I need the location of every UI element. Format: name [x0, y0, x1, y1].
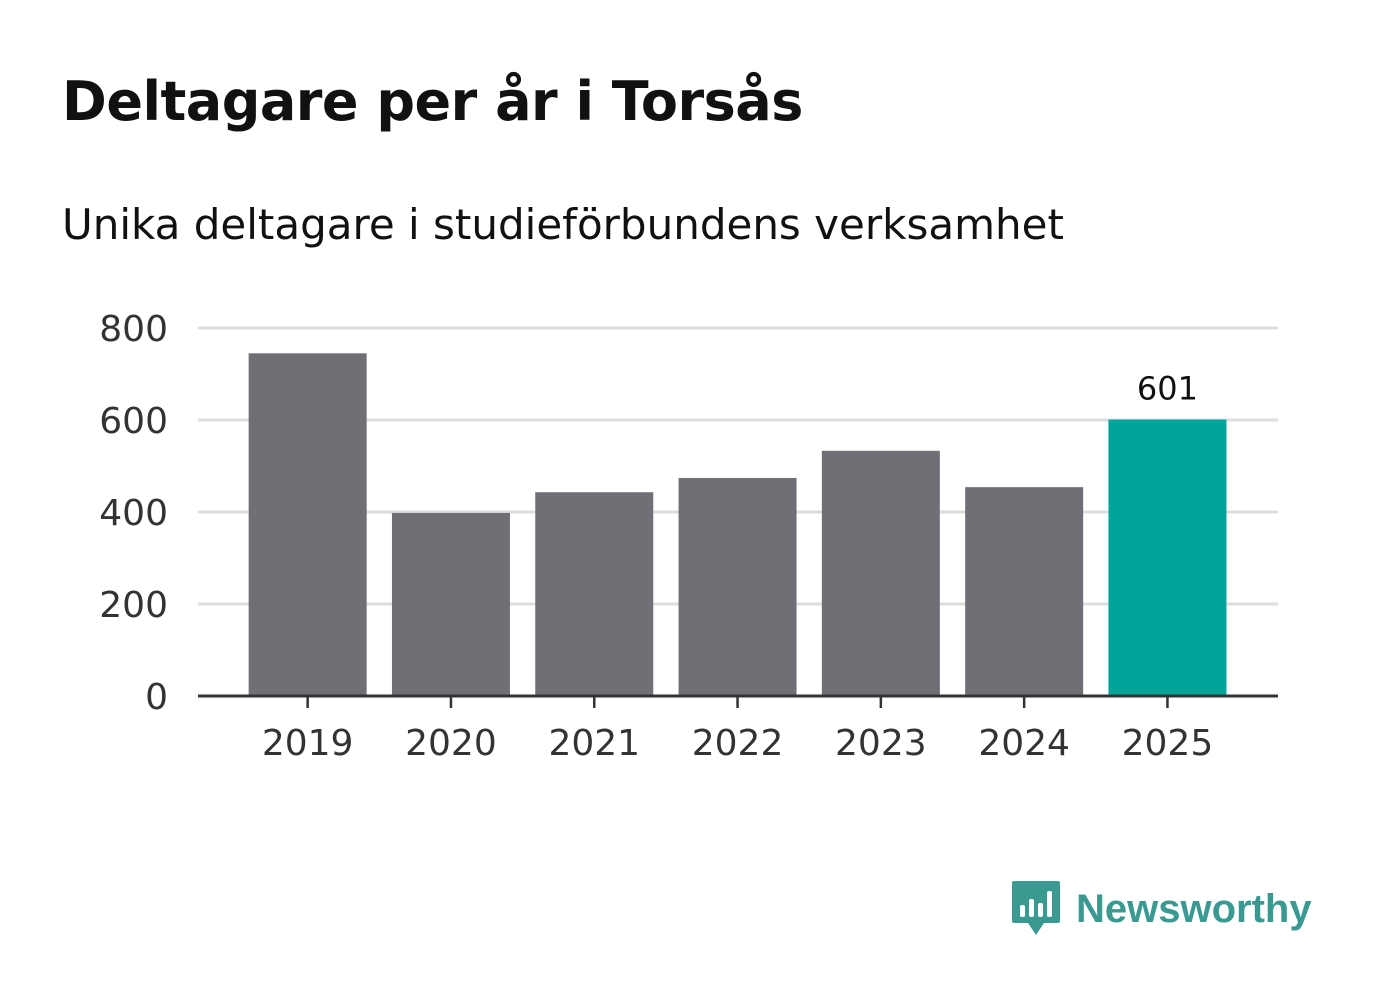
x-tick-label: 2024	[978, 723, 1070, 764]
bar-2024	[965, 487, 1084, 696]
data-label: 601	[1137, 370, 1198, 408]
bar-2019	[248, 353, 367, 696]
bar-2025	[1108, 419, 1227, 696]
chart-title: Deltagare per år i Torsås	[62, 70, 803, 133]
bar-2021	[535, 492, 654, 696]
x-tick-label: 2019	[262, 723, 354, 764]
y-tick-label: 0	[145, 677, 168, 718]
bar-2023	[821, 450, 940, 696]
bar-2020	[391, 512, 510, 696]
y-tick-label: 800	[99, 309, 168, 350]
newsworthy-logo: Newsworthy	[1010, 878, 1312, 940]
x-tick-label: 2022	[692, 723, 784, 764]
chart-subtitle: Unika deltagare i studieförbundens verks…	[62, 200, 1064, 249]
bar-2022	[678, 477, 797, 696]
x-tick-label: 2025	[1122, 723, 1214, 764]
x-tick-label: 2023	[835, 723, 927, 764]
x-tick-label: 2020	[405, 723, 497, 764]
x-tick-label: 2021	[548, 723, 640, 764]
y-tick-label: 200	[99, 585, 168, 626]
bar-chart-speech-bubble-icon	[1012, 881, 1060, 935]
y-tick-label: 600	[99, 401, 168, 442]
y-tick-label: 400	[99, 493, 168, 534]
brand-name: Newsworthy	[1076, 886, 1312, 931]
